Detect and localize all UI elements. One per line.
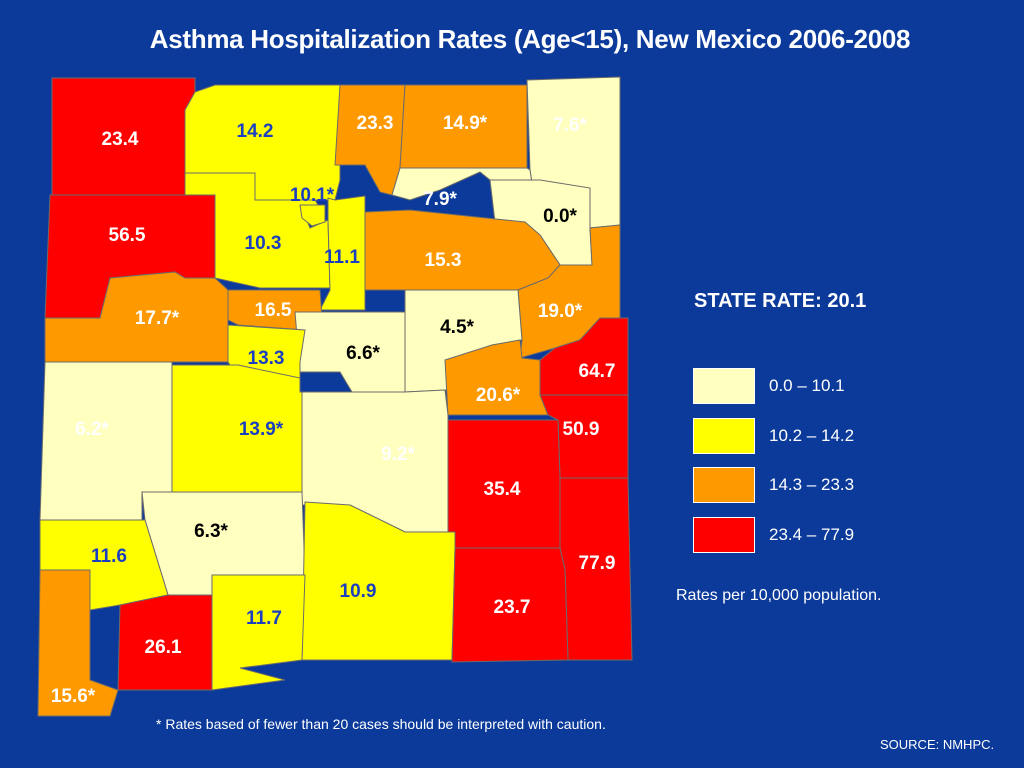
county-32 — [117, 594, 213, 691]
county-rate-label: 64.7 — [579, 361, 616, 382]
county-rate-label: 10.3 — [245, 233, 282, 254]
legend-label-3: 14.3 – 23.3 — [769, 475, 855, 494]
county-rate-label: 16.5 — [255, 300, 292, 321]
county-rate-label: 6.2* — [75, 419, 109, 440]
county-rate-label: 17.7* — [135, 308, 180, 329]
county-rate-label: 10.1* — [290, 185, 335, 206]
county-rate-label: 11.1 — [324, 247, 360, 268]
county-3 — [334, 84, 406, 196]
county-rate-label: 26.1 — [145, 637, 182, 658]
county-rate-label: 35.4 — [484, 479, 521, 500]
units-note: Rates per 10,000 population. — [676, 587, 882, 604]
county-rate-label: 23.7 — [494, 597, 531, 618]
county-rate-label: 0.0* — [543, 206, 577, 227]
caution-footnote: * Rates based of fewer than 20 cases sho… — [156, 716, 606, 732]
county-rate-label: 14.2 — [237, 121, 274, 142]
county-rate-label: 20.6* — [476, 385, 521, 406]
source-note: SOURCE: NMHPC. — [880, 737, 995, 752]
county-rate-label: 9.2* — [381, 444, 415, 465]
county-rate-label: 7.9* — [423, 189, 457, 210]
legend-label-4: 23.4 – 77.9 — [769, 525, 855, 544]
legend-label-2: 10.2 – 14.2 — [769, 426, 855, 445]
county-rate-label: 19.0* — [538, 301, 583, 322]
legend-swatch-3 — [693, 467, 755, 503]
county-rate-label: 6.3* — [194, 521, 228, 542]
county-rate-label: 77.9 — [579, 553, 616, 574]
county-31 — [451, 547, 569, 663]
county-rate-label: 14.9* — [443, 113, 488, 134]
county-rate-label: 7.6* — [553, 115, 587, 136]
state-rate-heading: STATE RATE: 20.1 — [694, 290, 867, 312]
county-rate-label: 6.6* — [346, 343, 380, 364]
county-rate-label: 23.4 — [102, 129, 139, 150]
county-rate-label: 4.5* — [440, 317, 474, 338]
legend-swatch-1 — [693, 368, 755, 404]
county-10 — [299, 204, 326, 227]
county-rate-label: 11.6 — [91, 546, 127, 567]
county-rate-label: 56.5 — [109, 225, 146, 246]
county-28 — [301, 501, 456, 661]
county-rate-label: 13.3 — [248, 348, 285, 369]
county-rate-label: 13.9* — [239, 419, 284, 440]
county-33 — [37, 569, 119, 717]
county-rate-label: 15.3 — [425, 250, 462, 271]
legend-label-1: 0.0 – 10.1 — [769, 376, 845, 395]
legend-swatch-4 — [693, 517, 755, 553]
county-30 — [211, 574, 306, 691]
county-rate-label: 11.7 — [246, 608, 282, 629]
legend-swatch-2 — [693, 418, 755, 454]
county-rate-label: 23.3 — [357, 113, 394, 134]
county-20 — [444, 339, 549, 416]
county-rate-label: 10.9 — [340, 581, 377, 602]
map-title: Asthma Hospitalization Rates (Age<15), N… — [149, 24, 911, 54]
county-rate-label: 50.9 — [563, 419, 600, 440]
county-rate-label: 15.6* — [51, 686, 96, 707]
